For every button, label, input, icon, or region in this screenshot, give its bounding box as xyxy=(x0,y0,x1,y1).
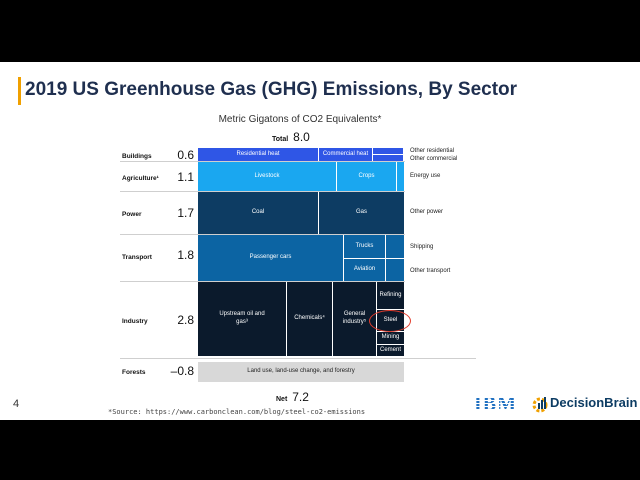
label-other-power: Other power xyxy=(410,209,444,215)
block-gas: Gas xyxy=(319,192,404,234)
source-note: *Source: https://www.carbonclean.com/blo… xyxy=(108,408,366,416)
row-divider xyxy=(120,281,405,282)
sector-label-buildings: Buildings xyxy=(122,153,152,160)
sector-value-power: 1.7 xyxy=(177,206,194,220)
label-other-transport: Other transport xyxy=(410,268,451,274)
sector-label-industry: Industry xyxy=(122,318,148,325)
block-livestock: Livestock xyxy=(198,162,336,191)
block-shipping xyxy=(386,235,404,258)
block-refining: Refining xyxy=(377,282,404,309)
block-other-commercial xyxy=(373,155,403,161)
title-accent-bar xyxy=(18,77,21,105)
slide-title: 2019 US Greenhouse Gas (GHG) Emissions, … xyxy=(25,79,518,100)
net-value: 7.2 xyxy=(292,390,309,404)
decisionbrain-gear-icon xyxy=(532,397,548,413)
net-label: Net xyxy=(276,396,288,403)
block-land-use: Land use, land-use change, and forestry xyxy=(198,362,404,382)
block-cement: Cement xyxy=(377,345,404,356)
decisionbrain-logo-text: DecisionBrain xyxy=(550,395,638,410)
steel-highlight-circle xyxy=(369,310,411,332)
row-divider xyxy=(120,358,476,359)
sector-value-transport: 1.8 xyxy=(177,248,194,262)
block-energy-use xyxy=(397,162,404,191)
page-number: 4 xyxy=(13,398,20,410)
row-divider xyxy=(120,161,405,162)
sector-value-industry: 2.8 xyxy=(177,313,194,327)
block-residential-heat: Residential heat xyxy=(198,148,318,161)
block-coal: Coal xyxy=(198,192,318,234)
row-divider xyxy=(120,191,405,192)
sector-value-agriculture: 1.1 xyxy=(177,170,194,184)
label-other-residential: Other residential xyxy=(410,148,455,154)
ibm-logo: IBM xyxy=(474,393,520,415)
row-divider xyxy=(120,234,405,235)
block-general-industry: General industry⁵ xyxy=(333,282,376,356)
sector-value-buildings: 0.6 xyxy=(177,148,194,162)
block-other-residential xyxy=(373,148,403,154)
block-crops: Crops xyxy=(337,162,396,191)
sector-label-transport: Transport xyxy=(122,254,152,261)
net-row: Net 7.2 xyxy=(276,390,309,404)
total-row: Total 8.0 xyxy=(272,130,310,144)
label-other-commercial: Other commercial xyxy=(410,156,458,162)
sector-value-forests: –0.8 xyxy=(170,364,194,378)
total-label: Total xyxy=(272,136,289,143)
sector-label-agriculture: Agriculture¹ xyxy=(122,175,159,182)
block-passenger-cars: Passenger cars xyxy=(198,235,343,281)
slide: 2019 US Greenhouse Gas (GHG) Emissions, … xyxy=(0,62,640,420)
block-other-transport xyxy=(386,259,404,281)
block-mining: Mining xyxy=(377,332,404,344)
label-energy-use: Energy use xyxy=(410,173,441,179)
block-commercial-heat: Commercial heat xyxy=(319,148,372,161)
block-aviation: Aviation xyxy=(344,259,385,281)
block-upstream-oil-gas: Upstream oil and gas³ xyxy=(198,282,286,356)
sector-label-power: Power xyxy=(122,211,142,218)
label-shipping: Shipping xyxy=(410,244,434,250)
total-value: 8.0 xyxy=(293,130,310,144)
block-trucks: Trucks xyxy=(344,235,385,258)
block-chemicals: Chemicals⁴ xyxy=(287,282,332,356)
chart-subtitle: Metric Gigatons of CO2 Equivalents* xyxy=(218,114,382,125)
sector-label-forests: Forests xyxy=(122,369,146,376)
